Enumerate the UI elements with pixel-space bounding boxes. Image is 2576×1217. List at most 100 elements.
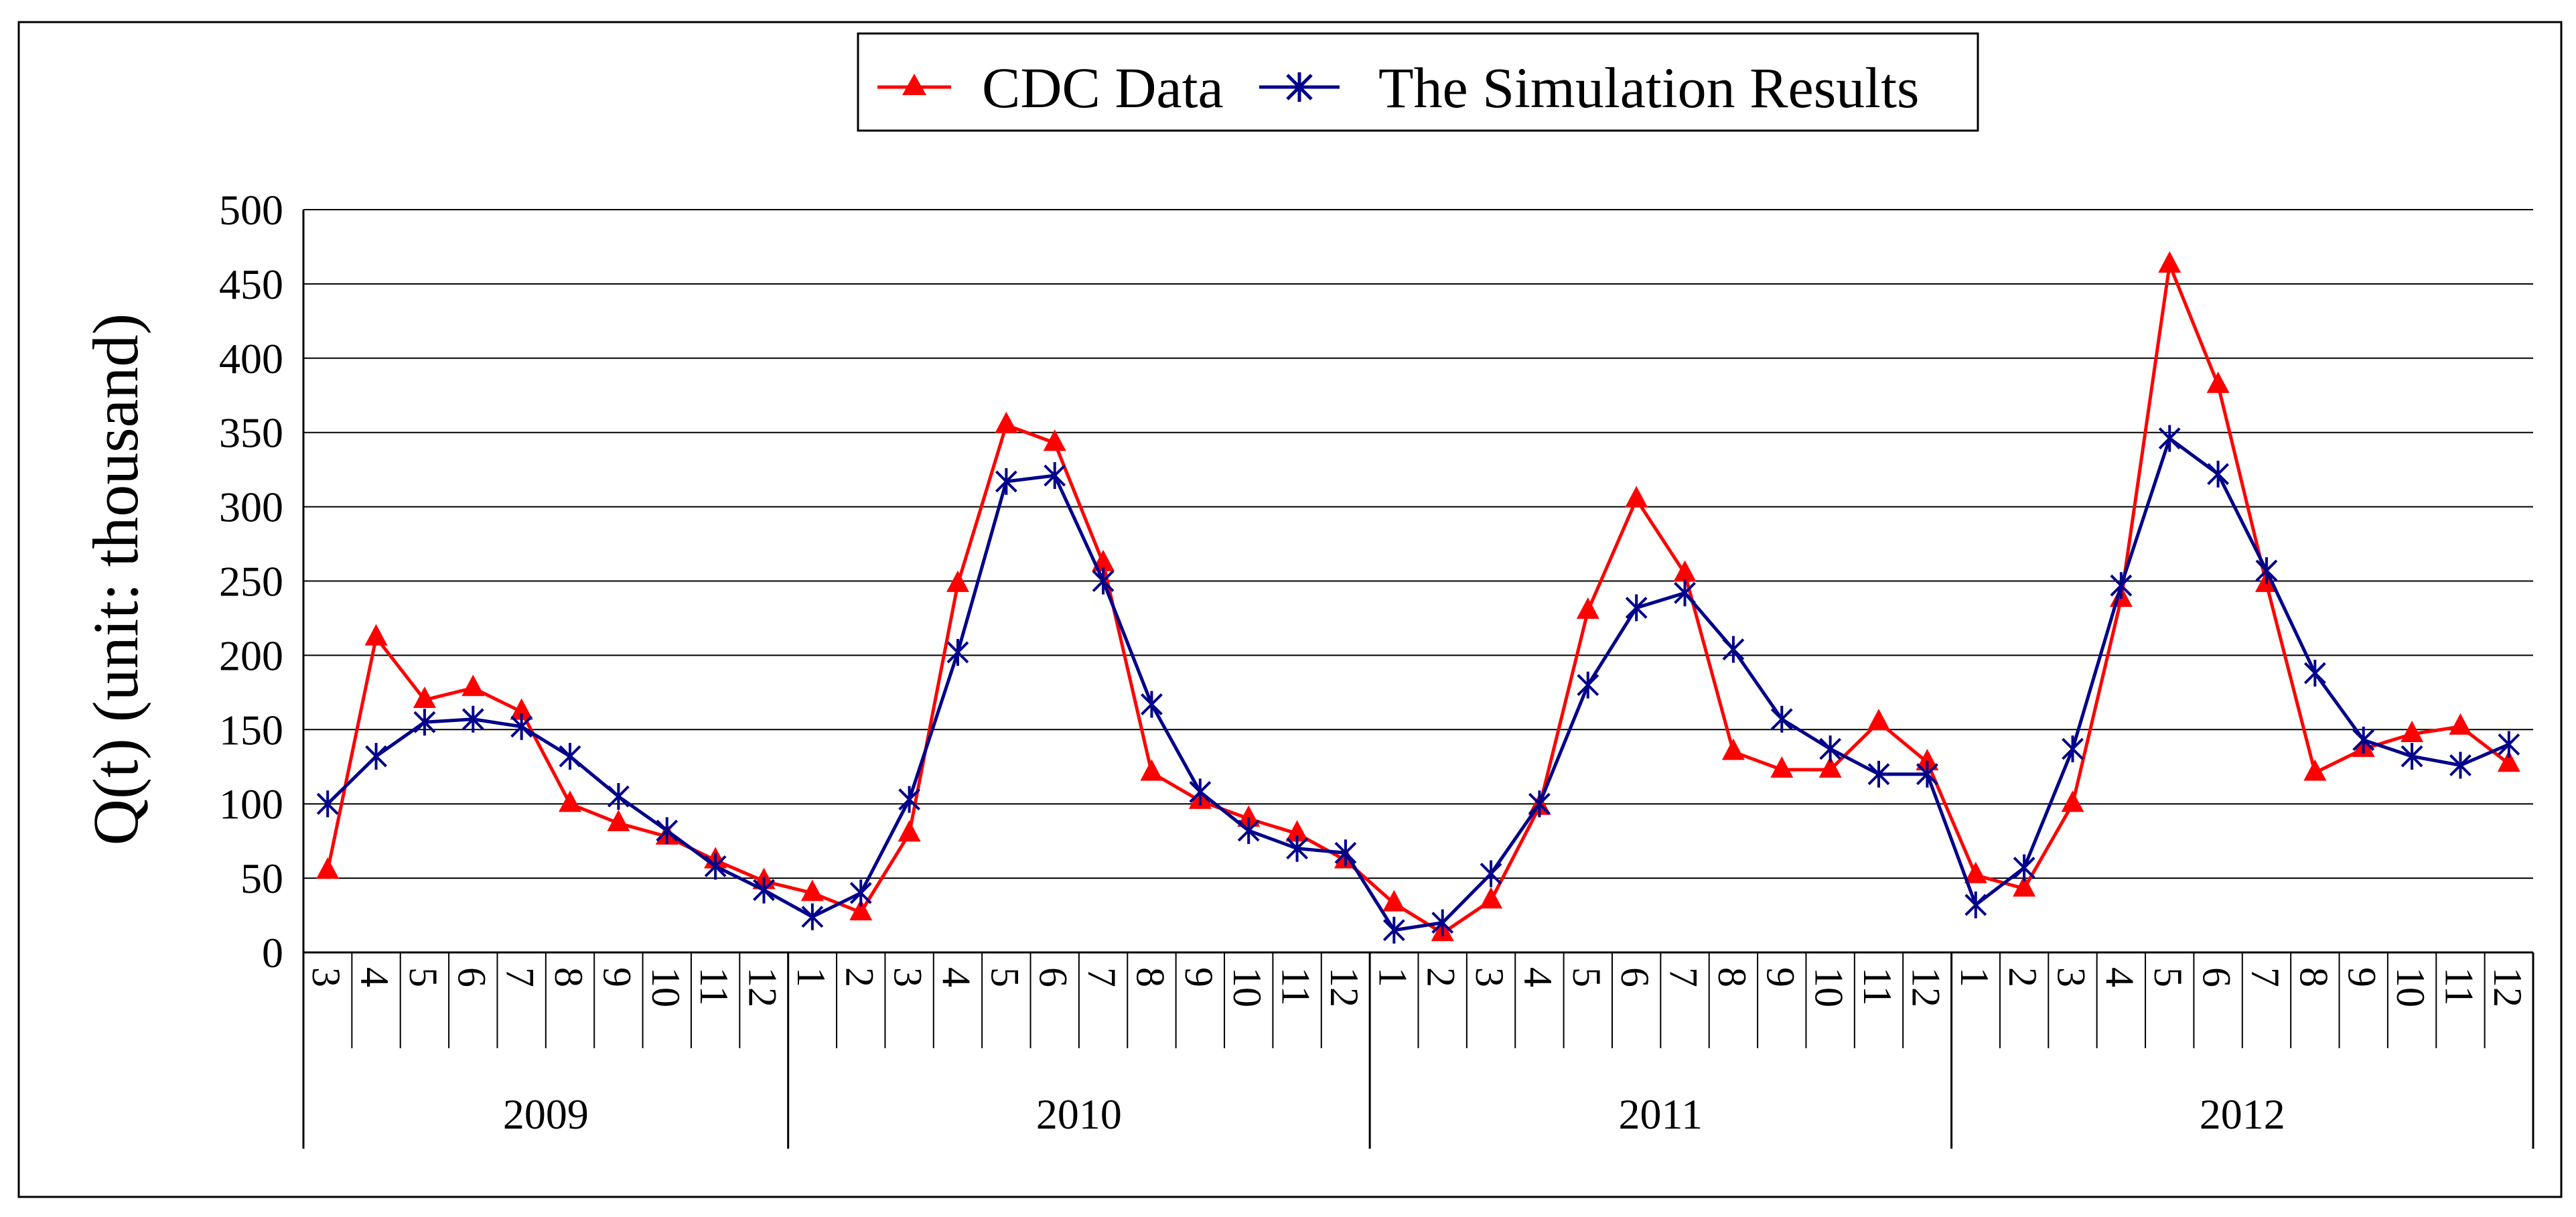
y-tick-label: 300 <box>219 484 283 531</box>
simulation-data-point <box>1770 705 1793 733</box>
cdc-data-point <box>316 857 340 879</box>
cdc-data-point <box>1721 738 1745 760</box>
x-month-label: 12 <box>741 967 785 1007</box>
x-month-label: 9 <box>1177 967 1221 987</box>
simulation-data-point <box>1237 817 1260 845</box>
y-axis-label: Q(t) (unit: thousand) <box>80 313 151 846</box>
x-month-label: 11 <box>2437 967 2481 1006</box>
simulation-data-point <box>1044 462 1066 490</box>
x-month-label: 6 <box>2195 967 2239 987</box>
legend-cdc-marker <box>902 74 926 95</box>
cdc-data-point <box>1140 759 1163 781</box>
cdc-data-point <box>2206 371 2230 393</box>
cdc-data-point <box>1043 429 1066 451</box>
simulation-data-point <box>1916 760 1938 788</box>
simulation-data-point <box>510 713 533 740</box>
simulation-data-point <box>1189 778 1212 806</box>
simulation-data-point <box>413 709 436 736</box>
cdc-data-point <box>510 698 533 720</box>
x-month-label: 10 <box>644 967 688 1007</box>
x-month-label: 9 <box>2340 967 2384 987</box>
simulation-data-point <box>995 468 1017 495</box>
x-month-label: 3 <box>2049 967 2093 987</box>
x-month-label: 2 <box>837 967 881 987</box>
y-tick-label: 150 <box>219 706 283 754</box>
simulation-data-point <box>1577 671 1599 699</box>
series-layer <box>316 251 2520 944</box>
simulation-data-point <box>946 638 969 666</box>
x-month-label: 4 <box>2098 967 2142 987</box>
cdc-data-point <box>946 570 969 592</box>
x-month-label: 8 <box>1710 967 1754 987</box>
cdc-data-point <box>849 899 873 921</box>
simulation-data-point <box>1674 579 1696 607</box>
cdc-data-point <box>995 411 1018 433</box>
x-month-label: 11 <box>1274 967 1318 1006</box>
x-year-label: 2010 <box>1036 1090 1122 1138</box>
cdc-data-point <box>2013 875 2036 897</box>
x-month-label: 8 <box>1128 967 1172 987</box>
cdc-data-point <box>413 686 436 708</box>
x-year-label: 2011 <box>1619 1090 1703 1138</box>
x-month-label: 1 <box>1370 967 1415 987</box>
x-month-label: 6 <box>449 967 494 987</box>
cdc-data-point <box>364 624 388 646</box>
cdc-data-point <box>1576 597 1599 619</box>
x-month-label: 10 <box>1807 967 1851 1007</box>
cdc-data-point <box>607 810 630 832</box>
x-month-label: 5 <box>1565 967 1609 987</box>
legend-sim-marker <box>1286 72 1313 102</box>
grid <box>303 209 2533 954</box>
simulation-data-point <box>461 705 484 733</box>
simulation-data-point <box>2303 660 2326 687</box>
simulation-data-point <box>849 879 872 907</box>
cdc-data-point <box>898 820 921 842</box>
legend: CDC Data The Simulation Results <box>857 32 1979 132</box>
simulation-data-point <box>1528 790 1551 818</box>
y-tick-label: 50 <box>240 855 283 902</box>
cdc-data-point <box>1964 861 1987 883</box>
cdc-data-point <box>2401 720 2424 742</box>
chart-frame <box>17 21 2563 1198</box>
x-month-label: 5 <box>401 967 445 987</box>
cdc-data-point <box>2449 713 2472 735</box>
y-tick-label: 100 <box>219 780 283 828</box>
simulation-data-point <box>704 853 727 880</box>
series-line-simulation <box>326 437 2510 932</box>
simulation-data-point <box>1964 891 1987 919</box>
simulation-data-point <box>1092 567 1115 595</box>
y-tick-label: 200 <box>219 632 283 679</box>
x-month-label: 1 <box>789 967 833 987</box>
simulation-data-point <box>2207 460 2230 488</box>
simulation-data-point <box>365 743 387 770</box>
cdc-data-point <box>1770 756 1794 778</box>
simulation-data-point <box>1431 909 1454 936</box>
x-month-label: 4 <box>1516 967 1560 987</box>
y-tick-label: 250 <box>219 558 283 605</box>
y-tick-label: 500 <box>219 186 283 234</box>
simulation-data-point <box>2158 425 2181 452</box>
x-month-label: 7 <box>1662 967 1706 987</box>
cdc-data-point <box>2303 759 2327 781</box>
x-month-label: 8 <box>2291 967 2336 987</box>
simulation-data-point <box>1480 860 1502 887</box>
simulation-data-point <box>559 743 581 770</box>
x-month-label: 10 <box>2388 967 2433 1007</box>
legend-sim-label: The Simulation Results <box>1378 56 1919 120</box>
x-month-label: 2 <box>2001 967 2045 987</box>
simulation-data-point <box>1382 916 1405 944</box>
x-year-label: 2009 <box>503 1090 589 1138</box>
simulation-data-point <box>656 817 678 845</box>
x-month-label: 9 <box>595 967 639 987</box>
simulation-data-point <box>1141 691 1163 718</box>
y-tick-label: 350 <box>219 409 283 457</box>
simulation-data-point <box>2449 751 2472 779</box>
x-month-label: 5 <box>983 967 1027 987</box>
cdc-data-point <box>1285 820 1309 842</box>
legend-cdc-label: CDC Data <box>982 56 1224 120</box>
simulation-data-point <box>801 903 824 930</box>
cdc-data-point <box>1673 560 1697 582</box>
x-month-label: 10 <box>1225 967 1269 1007</box>
cdc-data-point <box>1867 709 1891 731</box>
